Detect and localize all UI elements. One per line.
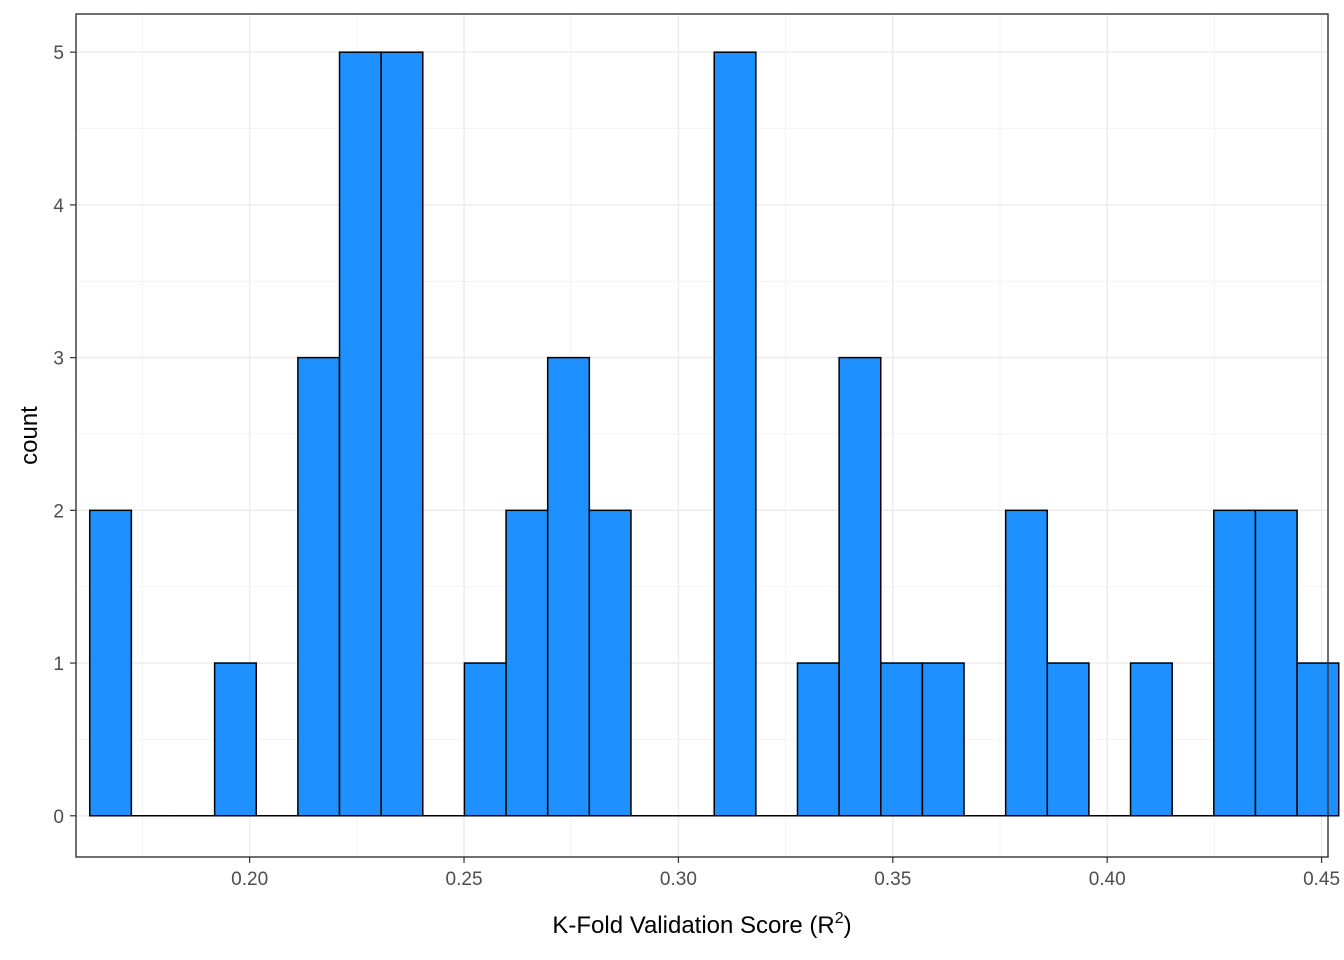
histogram-bar [88,509,133,817]
y-tick-label: 0 [53,807,64,828]
y-tick-label: 2 [53,501,64,522]
histogram-bar [505,509,549,817]
histogram-bars [88,51,1340,817]
histogram-bar [297,356,341,817]
histogram-bar [838,356,882,817]
x-axis-title-suffix: ) [844,912,852,939]
histogram-bar [921,662,965,817]
histogram-bar [463,662,507,817]
histogram-bar [338,51,382,817]
y-tick-label: 5 [53,43,64,64]
histogram-bar [1046,662,1090,817]
histogram-bar [713,51,757,817]
x-axis-title-main: K-Fold Validation Score (R [552,912,834,939]
histogram-bar [213,662,258,817]
histogram-bar [1129,662,1173,817]
x-tick-label: 0.25 [446,869,483,890]
x-tick-label: 0.35 [874,869,911,890]
x-tick-label: 0.45 [1303,869,1340,890]
histogram-bar [1004,509,1049,817]
x-tick-label: 0.40 [1089,869,1126,890]
y-tick-label: 1 [53,654,64,675]
histogram-bar [796,662,840,817]
x-axis-title-superscript: 2 [835,910,844,927]
histogram-bar [1213,509,1257,817]
y-tick-label: 3 [53,349,64,370]
histogram-bar [380,51,424,817]
histogram-bar [546,356,591,817]
histogram-bar [1296,662,1340,817]
x-tick-label: 0.30 [660,869,697,890]
axis-ticks: 0.20 0.25 0.30 0.35 0.40 0.45 0 1 2 3 4 5 [53,43,1340,890]
histogram-bar [588,509,632,817]
x-tick-label: 0.20 [231,869,268,890]
histogram-bar [880,662,924,817]
histogram-bar [1254,509,1298,817]
x-axis-title: K-Fold Validation Score (R2) [552,910,851,939]
y-axis-title: count [16,406,43,465]
y-tick-label: 4 [53,196,64,217]
panel-border [75,13,1329,858]
